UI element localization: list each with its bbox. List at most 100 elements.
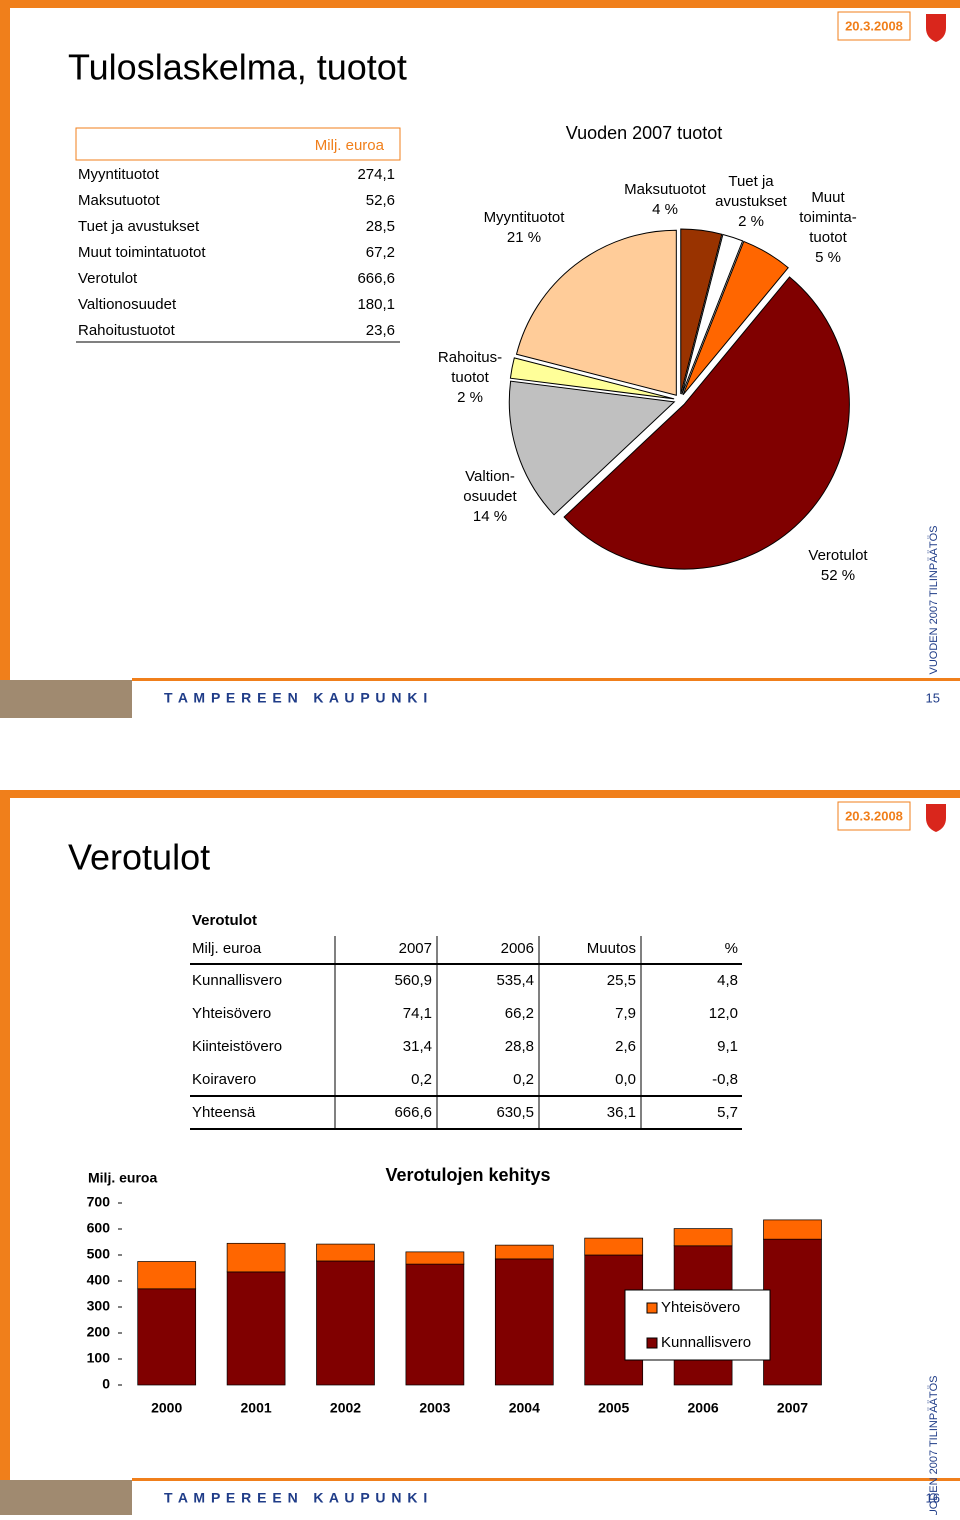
bar-segment: [494, 1258, 554, 1386]
side-text: VUODEN 2007 TILINPÄÄTÖS: [928, 1376, 940, 1515]
table-cell: Tuet ja avustukset: [78, 218, 200, 235]
table-cell: 2,6: [615, 1038, 636, 1055]
y-tick-label: 300: [87, 1298, 111, 1314]
x-tick-label: 2004: [509, 1400, 540, 1416]
pie-label: tuotot: [451, 369, 489, 386]
footer-line: [132, 1478, 960, 1481]
table-cell: 52,6: [366, 192, 395, 209]
legend-label: Kunnallisvero: [661, 1334, 751, 1351]
date-box: [837, 11, 911, 41]
pie-slice: [681, 233, 744, 395]
pie-label: tuotot: [809, 229, 847, 246]
footer-text: T A M P E R E E N K A U P U N K I: [164, 1490, 428, 1506]
chart-title: Verotulojen kehitys: [385, 1165, 550, 1185]
pie-label: Maksutuotot: [624, 181, 707, 198]
table-cell: 0,2: [411, 1071, 432, 1088]
bar-segment: [584, 1237, 644, 1256]
table-cell: 7,9: [615, 1005, 636, 1022]
footer-photo: [0, 680, 132, 718]
pie-label: Rahoitus-: [438, 349, 502, 366]
table-header: %: [725, 940, 738, 957]
table-cell: 630,5: [496, 1104, 534, 1121]
pie-label: Tuet ja: [728, 173, 774, 190]
y-axis-label: Milj. euroa: [88, 1170, 157, 1186]
y-tick-label: 700: [87, 1194, 111, 1210]
slide-frame-left: [0, 0, 10, 690]
y-tick-label: 200: [87, 1324, 111, 1340]
pie-value-label: 5 %: [815, 249, 841, 266]
pie-value-label: 21 %: [507, 229, 541, 246]
page-number: 16: [926, 1490, 940, 1505]
table-cell: 560,9: [394, 972, 432, 989]
slide-frame-top: [0, 790, 960, 798]
footer-line: [132, 678, 960, 681]
pie-label: toiminta-: [799, 209, 857, 226]
pie-value-label: 52 %: [821, 567, 855, 584]
pie-slice: [682, 240, 789, 396]
x-tick-label: 2001: [241, 1400, 272, 1416]
bar-segment: [763, 1238, 822, 1386]
table-cell: 535,4: [496, 972, 534, 989]
table-cell: Maksutuotot: [78, 192, 161, 209]
table-title: Verotulot: [192, 912, 257, 929]
bar-segment: [673, 1228, 733, 1247]
side-text: VUODEN 2007 TILINPÄÄTÖS: [928, 526, 940, 675]
page-number: 15: [926, 690, 940, 705]
pie-label: Verotulot: [808, 547, 868, 564]
table-cell: 5,7: [717, 1104, 738, 1121]
table-cell: 23,6: [366, 322, 395, 339]
table-cell: 36,1: [607, 1104, 636, 1121]
bar-segment: [316, 1260, 375, 1386]
y-tick-label: 100: [87, 1350, 111, 1366]
bar-segment: [137, 1261, 197, 1290]
legend-swatch: [646, 1337, 658, 1349]
pie-label: Valtion-: [465, 468, 515, 485]
table-cell: 274,1: [357, 166, 395, 183]
pie-label: Myyntituotot: [484, 209, 566, 226]
y-tick-label: 400: [87, 1272, 111, 1288]
pie-value-label: 2 %: [738, 213, 764, 230]
chart-title: Vuoden 2007 tuotot: [566, 123, 722, 143]
pie-slice: [515, 229, 677, 396]
pie-label: osuudet: [463, 488, 517, 505]
table-cell: Yhteisövero: [192, 1005, 271, 1022]
bar-segment: [494, 1244, 554, 1260]
table-cell: Verotulot: [78, 270, 138, 287]
table-cell: 12,0: [709, 1005, 738, 1022]
table-cell: Myyntituotot: [78, 166, 160, 183]
table-cell: Valtionosuudet: [78, 296, 177, 313]
slide-title: Tuloslaskelma, tuotot: [68, 47, 407, 88]
x-tick-label: 2000: [151, 1400, 182, 1416]
bar-segment: [316, 1243, 375, 1262]
table-cell: 666,6: [394, 1104, 432, 1121]
slide-title: Verotulot: [68, 837, 210, 878]
footer-text: T A M P E R E E N K A U P U N K I: [164, 690, 428, 706]
x-tick-label: 2005: [598, 1400, 629, 1416]
y-tick-label: 600: [87, 1220, 111, 1236]
bar-segment: [405, 1251, 465, 1265]
pie-label: avustukset: [715, 193, 788, 210]
bar-segment: [226, 1242, 286, 1273]
table-cell: Muut toimintatuotot: [78, 244, 206, 261]
pie-value-label: 14 %: [473, 508, 507, 525]
table-cell: 4,8: [717, 972, 738, 989]
table-cell: 31,4: [403, 1038, 432, 1055]
bar-segment: [226, 1271, 286, 1386]
pie-slice: [563, 276, 850, 570]
logo: [926, 14, 946, 42]
pie-label: Muut: [811, 189, 845, 206]
bar-segment: [137, 1288, 197, 1386]
table-cell: 25,5: [607, 972, 636, 989]
slide-frame-top: [0, 0, 960, 8]
table-cell: Rahoitustuotot: [78, 322, 176, 339]
table-header: Milj. euroa: [192, 940, 262, 957]
table-cell: Kunnallisvero: [192, 972, 282, 989]
bar-segment: [763, 1219, 822, 1240]
table-header: 2006: [501, 940, 534, 957]
table-cell: 28,5: [366, 218, 395, 235]
table-cell: 28,8: [505, 1038, 534, 1055]
slide-frame-left: [0, 790, 10, 1480]
pie-value-label: 4 %: [652, 201, 678, 218]
table-header-bg: [75, 127, 401, 161]
